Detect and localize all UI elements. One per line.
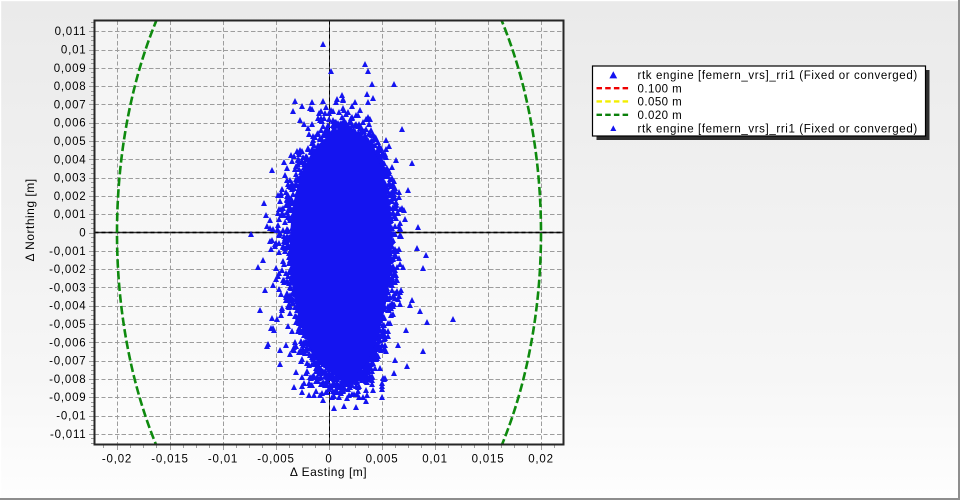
svg-text:-0,02: -0,02 [102, 454, 132, 466]
svg-text:Δ Northing [m]: Δ Northing [m] [23, 178, 37, 261]
svg-text:-0,001: -0,001 [49, 246, 86, 258]
svg-text:0,01: 0,01 [422, 454, 448, 466]
svg-text:0,002: 0,002 [54, 191, 87, 203]
svg-text:-0,008: -0,008 [49, 374, 86, 386]
svg-text:0,007: 0,007 [54, 99, 87, 111]
svg-text:0: 0 [325, 454, 332, 466]
svg-text:-0,011: -0,011 [50, 429, 87, 441]
svg-text:0,005: 0,005 [366, 454, 399, 466]
svg-text:-0,015: -0,015 [151, 454, 188, 466]
svg-text:-0,006: -0,006 [49, 337, 86, 349]
svg-text:0,008: 0,008 [54, 81, 87, 93]
svg-text:0.020 m: 0.020 m [638, 110, 683, 122]
svg-text:-0,004: -0,004 [49, 301, 86, 313]
svg-text:-0,003: -0,003 [49, 282, 86, 294]
svg-text:0,001: 0,001 [54, 209, 87, 221]
svg-text:-0,01: -0,01 [56, 411, 86, 423]
svg-text:0,006: 0,006 [54, 118, 87, 130]
svg-text:0.050 m: 0.050 m [638, 97, 683, 109]
svg-text:Δ Easting [m]: Δ Easting [m] [290, 465, 367, 479]
svg-text:-0,002: -0,002 [49, 264, 86, 276]
svg-text:0,02: 0,02 [528, 454, 554, 466]
svg-text:0,003: 0,003 [54, 173, 87, 185]
svg-text:0,005: 0,005 [54, 136, 87, 148]
svg-text:0,01: 0,01 [61, 45, 87, 57]
svg-text:rtk engine [femern_vrs]_rri1 (: rtk engine [femern_vrs]_rri1 (Fixed or c… [638, 123, 918, 135]
svg-text:rtk engine [femern_vrs]_rri1 (: rtk engine [femern_vrs]_rri1 (Fixed or c… [638, 70, 918, 82]
svg-text:-0,01: -0,01 [208, 454, 238, 466]
svg-text:0,011: 0,011 [55, 26, 87, 38]
svg-text:0,004: 0,004 [54, 154, 87, 166]
svg-text:0: 0 [79, 228, 86, 240]
svg-text:-0,005: -0,005 [49, 319, 86, 331]
svg-text:0,015: 0,015 [472, 454, 505, 466]
svg-text:-0,009: -0,009 [49, 392, 86, 404]
svg-text:0.100 m: 0.100 m [638, 83, 683, 95]
svg-text:-0,005: -0,005 [257, 454, 294, 466]
svg-text:0,009: 0,009 [54, 63, 87, 75]
svg-text:-0,007: -0,007 [49, 356, 86, 368]
